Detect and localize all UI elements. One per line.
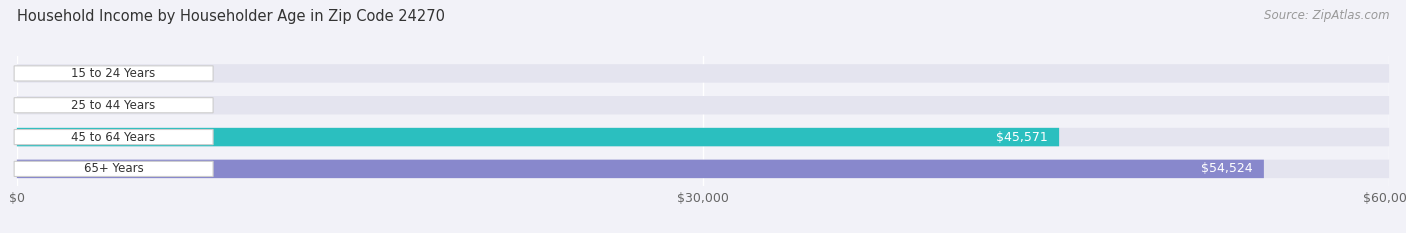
Text: 25 to 44 Years: 25 to 44 Years	[72, 99, 156, 112]
FancyBboxPatch shape	[14, 161, 214, 176]
FancyBboxPatch shape	[17, 64, 1389, 83]
FancyBboxPatch shape	[14, 66, 214, 81]
Text: 15 to 24 Years: 15 to 24 Years	[72, 67, 156, 80]
FancyBboxPatch shape	[17, 96, 1389, 114]
FancyBboxPatch shape	[14, 130, 214, 145]
Text: 65+ Years: 65+ Years	[84, 162, 143, 175]
FancyBboxPatch shape	[17, 128, 1059, 146]
FancyBboxPatch shape	[17, 128, 1389, 146]
Text: Source: ZipAtlas.com: Source: ZipAtlas.com	[1264, 9, 1389, 22]
Text: $54,524: $54,524	[1201, 162, 1253, 175]
Text: 45 to 64 Years: 45 to 64 Years	[72, 130, 156, 144]
FancyBboxPatch shape	[14, 98, 214, 113]
Text: $0: $0	[39, 67, 55, 80]
FancyBboxPatch shape	[17, 160, 1264, 178]
Text: $45,571: $45,571	[997, 130, 1047, 144]
Text: $0: $0	[39, 99, 55, 112]
Text: Household Income by Householder Age in Zip Code 24270: Household Income by Householder Age in Z…	[17, 9, 444, 24]
FancyBboxPatch shape	[17, 160, 1389, 178]
